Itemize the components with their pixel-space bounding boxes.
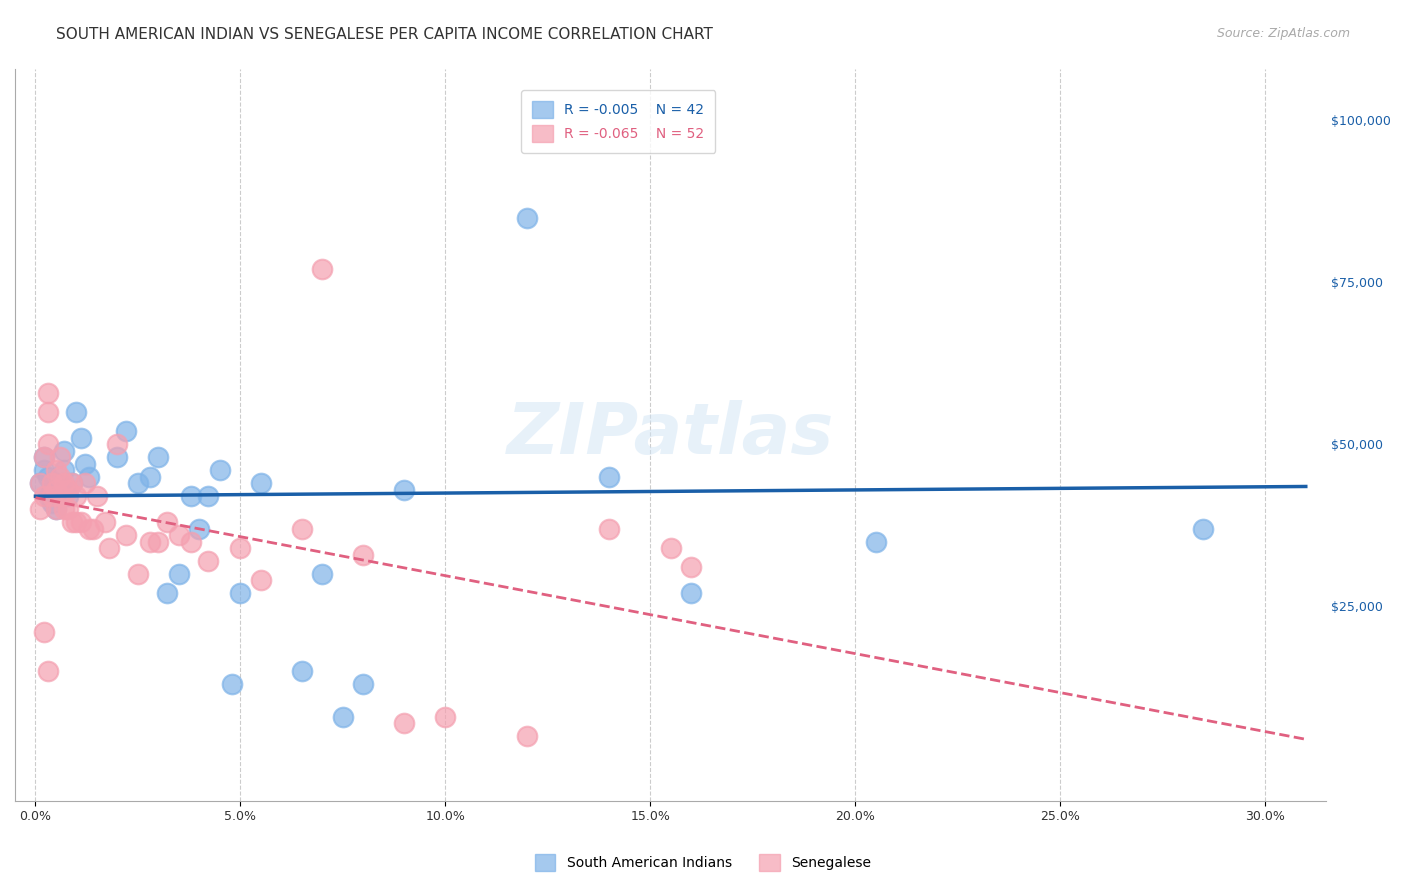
Point [37, 437, 59, 451]
Point [229, 541, 252, 555]
Point [107, 450, 129, 465]
Point [37, 385, 59, 400]
Point [41, 496, 63, 510]
Point [114, 528, 136, 542]
Point [681, 560, 703, 574]
Point [197, 489, 219, 503]
Point [45, 463, 67, 477]
Point [53, 476, 76, 491]
Point [352, 677, 374, 691]
Point [65, 515, 87, 529]
Point [49, 469, 72, 483]
Point [37, 664, 59, 678]
Point [114, 425, 136, 439]
Point [139, 534, 162, 549]
Point [681, 586, 703, 600]
Point [32, 450, 55, 465]
Point [394, 716, 416, 731]
Point [865, 534, 887, 549]
Point [434, 709, 457, 723]
Point [86, 489, 108, 503]
Point [148, 450, 170, 465]
Point [180, 534, 202, 549]
Point [32, 625, 55, 640]
Legend: R = -0.005    N = 42, R = -0.065    N = 52: R = -0.005 N = 42, R = -0.065 N = 52 [522, 90, 716, 153]
Text: ZIPatlas: ZIPatlas [508, 401, 834, 469]
Point [180, 489, 202, 503]
Point [311, 566, 333, 581]
Point [28, 476, 51, 491]
Point [250, 476, 273, 491]
Point [73, 457, 96, 471]
Point [98, 541, 121, 555]
Point [394, 483, 416, 497]
Point [167, 566, 190, 581]
Point [229, 586, 252, 600]
Point [58, 502, 80, 516]
Point [37, 405, 59, 419]
Point [127, 566, 149, 581]
Point [32, 489, 55, 503]
Point [65, 489, 87, 503]
Point [516, 211, 538, 225]
Point [221, 677, 243, 691]
Point [148, 534, 170, 549]
Point [41, 476, 63, 491]
Point [197, 554, 219, 568]
Point [49, 489, 72, 503]
Point [60, 476, 83, 491]
Point [53, 443, 76, 458]
Point [598, 469, 620, 483]
Point [45, 502, 67, 516]
Point [77, 469, 100, 483]
Point [49, 483, 72, 497]
Text: SOUTH AMERICAN INDIAN VS SENEGALESE PER CAPITA INCOME CORRELATION CHART: SOUTH AMERICAN INDIAN VS SENEGALESE PER … [56, 27, 713, 42]
Point [49, 450, 72, 465]
Point [28, 502, 51, 516]
Point [82, 522, 104, 536]
Point [53, 502, 76, 516]
Point [58, 489, 80, 503]
Point [352, 548, 374, 562]
Point [77, 522, 100, 536]
Point [37, 469, 59, 483]
Point [69, 515, 91, 529]
Point [291, 522, 314, 536]
Point [45, 502, 67, 516]
Point [156, 515, 179, 529]
Point [156, 586, 179, 600]
Point [73, 476, 96, 491]
Point [28, 476, 51, 491]
Point [127, 476, 149, 491]
Point [32, 450, 55, 465]
Point [60, 515, 83, 529]
Text: Source: ZipAtlas.com: Source: ZipAtlas.com [1216, 27, 1350, 40]
Point [598, 522, 620, 536]
Point [250, 574, 273, 588]
Point [332, 709, 354, 723]
Point [37, 489, 59, 503]
Point [208, 463, 231, 477]
Point [53, 463, 76, 477]
Point [41, 483, 63, 497]
Point [291, 664, 314, 678]
Point [32, 463, 55, 477]
Point [45, 476, 67, 491]
Point [659, 541, 682, 555]
Point [65, 405, 87, 419]
Point [69, 431, 91, 445]
Point [94, 515, 117, 529]
Point [311, 262, 333, 277]
Point [45, 483, 67, 497]
Point [188, 522, 211, 536]
Point [58, 483, 80, 497]
Legend: South American Indians, Senegalese: South American Indians, Senegalese [529, 848, 877, 876]
Point [41, 489, 63, 503]
Point [1192, 522, 1215, 536]
Point [139, 469, 162, 483]
Point [167, 528, 190, 542]
Point [516, 729, 538, 743]
Point [60, 476, 83, 491]
Point [107, 437, 129, 451]
